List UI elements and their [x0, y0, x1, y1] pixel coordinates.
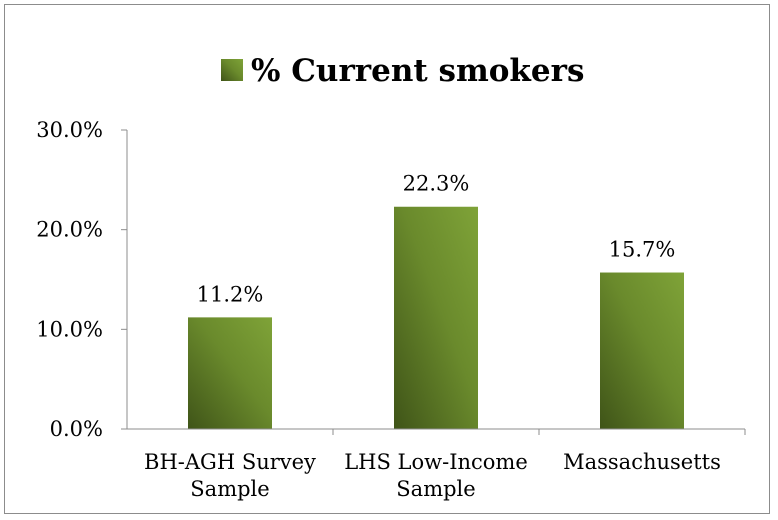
legend-swatch	[221, 59, 243, 81]
bar	[394, 206, 478, 429]
chart-frame: % Current smokers 0.0% 10.0% 20.0% 30.0% 11…	[4, 4, 770, 514]
x-tick-label-line: Sample	[190, 477, 269, 501]
legend-label: % Current smokers	[251, 53, 584, 89]
data-label: 11.2%	[197, 282, 264, 306]
bar-chart: % Current smokers 0.0% 10.0% 20.0% 30.0% 11…	[36, 53, 746, 501]
x-tick-label-line: Massachusetts	[563, 450, 721, 474]
legend: % Current smokers	[221, 53, 584, 89]
x-tick-label-line: Sample	[396, 477, 475, 501]
x-axis: BH-AGH Survey Sample LHS Low-Income Sample M…	[127, 428, 746, 501]
x-tick-label-line: BH-AGH Survey	[144, 450, 316, 474]
data-labels: 11.2% 22.3% 15.7%	[197, 172, 676, 307]
x-tick-label-line: LHS Low-Income	[344, 450, 528, 474]
data-label: 15.7%	[609, 238, 676, 262]
y-tick-label: 10.0%	[36, 317, 103, 341]
bars	[188, 206, 684, 429]
y-axis: 0.0% 10.0% 20.0% 30.0%	[36, 118, 128, 441]
y-tick-label: 20.0%	[36, 218, 103, 242]
x-tick-label: Massachusetts	[563, 450, 721, 474]
bar	[188, 317, 272, 429]
x-tick-label: LHS Low-Income Sample	[344, 450, 528, 501]
y-tick-label: 0.0%	[50, 417, 103, 441]
x-tick-label: BH-AGH Survey Sample	[144, 450, 316, 501]
y-tick-label: 30.0%	[36, 118, 103, 142]
bar	[600, 272, 684, 429]
data-label: 22.3%	[403, 172, 470, 196]
